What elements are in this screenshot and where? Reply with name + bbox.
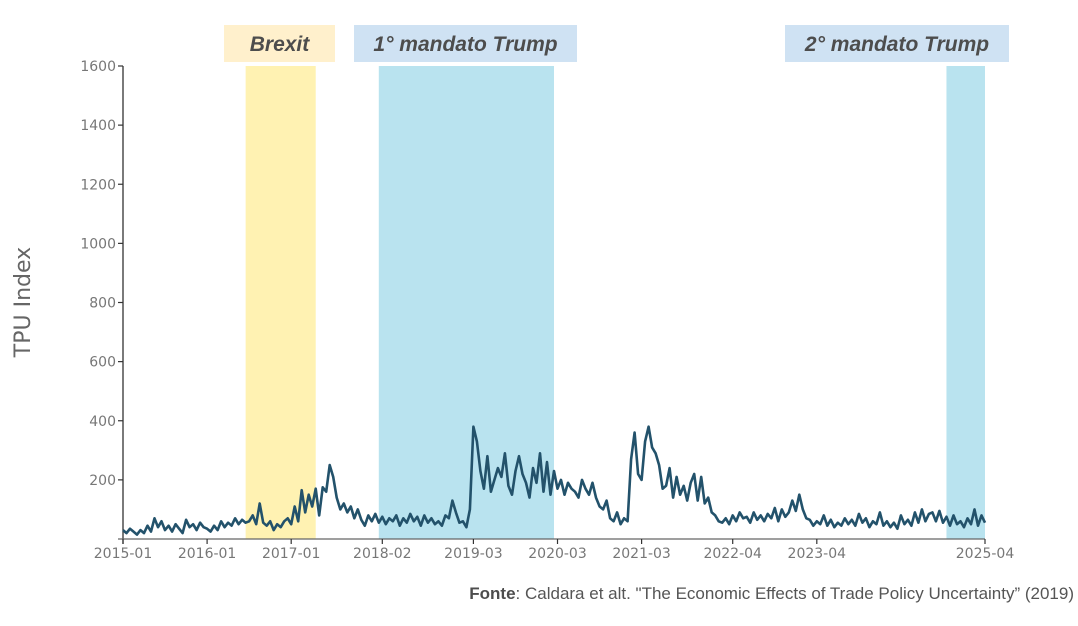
y-tick-label: 400	[89, 414, 116, 430]
period-labels: Brexit 1° mandato Trump 2° mandato Trump	[224, 25, 1009, 62]
y-tick-label: 800	[89, 296, 116, 312]
x-tick-label: 2022-04	[703, 546, 762, 562]
x-tick-label: 2020-03	[528, 546, 587, 562]
period-label-2: 1° mandato Trump	[373, 33, 557, 56]
x-tick-label: 2025-04	[956, 546, 1015, 562]
shaded-periods	[245, 66, 985, 539]
x-tick-label: 2018-02	[353, 546, 412, 562]
x-tick-label: 2019-03	[444, 546, 503, 562]
y-axis-ticks: 200 400 600 800 1000 1200 1400 1600	[80, 59, 123, 489]
period-label-1: Brexit	[250, 33, 311, 56]
source-prefix: Fonte	[469, 584, 516, 603]
y-tick-label: 1200	[80, 177, 116, 193]
y-axis-label: TPU Index	[11, 247, 36, 358]
period-label-box-3	[785, 25, 1009, 62]
y-tick-label: 1000	[80, 236, 116, 252]
y-tick-label: 1400	[80, 118, 116, 134]
x-tick-label: 2015-01	[94, 546, 153, 562]
shaded-period-3	[946, 66, 985, 539]
y-tick-label: 200	[89, 473, 116, 489]
period-label-box-2	[354, 25, 577, 62]
source-note: Fonte: Caldara et alt. "The Economic Eff…	[469, 584, 1074, 604]
shaded-period-1	[245, 66, 316, 539]
x-tick-label: 2023-04	[788, 546, 847, 562]
x-axis-ticks: 2015-01 2016-01 2017-01 2018-02 2019-03 2020-…	[94, 539, 1015, 562]
x-tick-label: 2016-01	[178, 546, 237, 562]
y-tick-label: 1600	[80, 59, 116, 75]
period-label-box-1	[224, 25, 335, 62]
series-group	[122, 425, 987, 536]
source-text: : Caldara et alt. "The Economic Effects …	[515, 584, 1074, 603]
x-tick-label: 2021-03	[612, 546, 671, 562]
shaded-period-2	[378, 66, 554, 539]
y-tick-label: 600	[89, 355, 116, 371]
period-label-3: 2° mandato Trump	[804, 33, 989, 56]
series-line-tpu-index	[122, 425, 987, 536]
x-tick-label: 2017-01	[262, 546, 321, 562]
axes	[118, 66, 985, 544]
